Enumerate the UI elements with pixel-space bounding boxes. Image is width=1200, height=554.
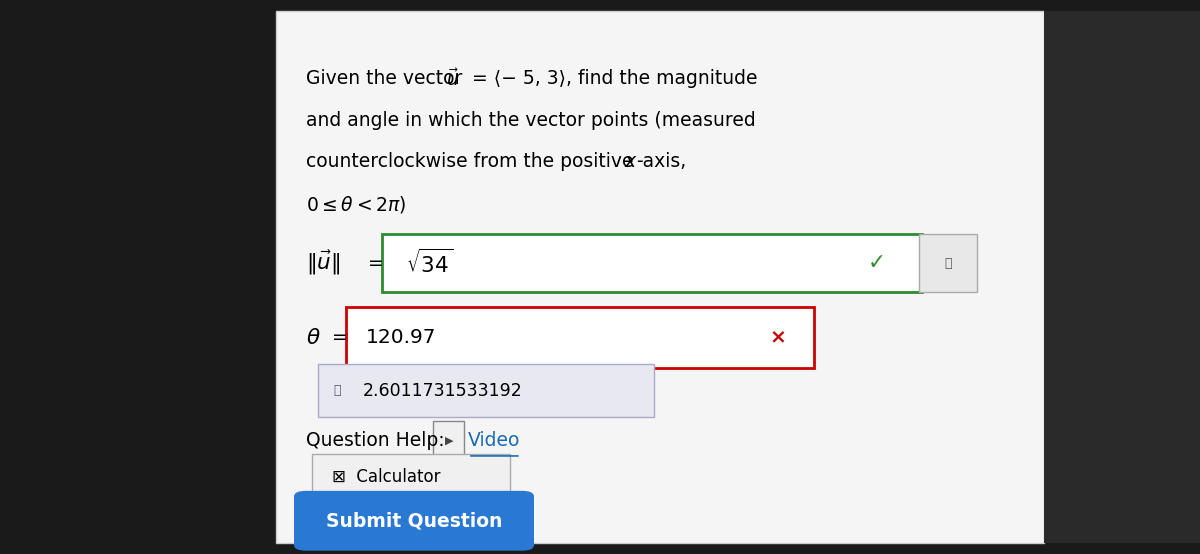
Text: Question Help:: Question Help: [306,431,445,450]
Text: ×: × [769,329,786,347]
FancyBboxPatch shape [1044,11,1200,543]
FancyBboxPatch shape [382,234,922,292]
Text: Video: Video [468,431,521,450]
Text: ▶: ▶ [444,435,454,445]
Text: ✓: ✓ [868,253,886,273]
FancyBboxPatch shape [276,11,1044,543]
Text: Given the vector: Given the vector [306,69,468,88]
Text: $\sqrt{34}$: $\sqrt{34}$ [406,249,452,278]
Text: 🔑: 🔑 [944,257,952,270]
Text: $\vec{u}$: $\vec{u}$ [446,69,460,90]
FancyBboxPatch shape [312,454,510,499]
FancyBboxPatch shape [346,307,814,368]
Text: $\theta$: $\theta$ [306,328,320,348]
Text: and angle in which the vector points (measured: and angle in which the vector points (me… [306,111,756,130]
Text: counterclockwise from the positive: counterclockwise from the positive [306,152,640,171]
Text: $0 \leq \theta < 2\pi$): $0 \leq \theta < 2\pi$) [306,194,407,215]
Text: 2.6011731533192: 2.6011731533192 [362,382,522,399]
FancyBboxPatch shape [919,234,977,292]
Text: = ⟨− 5, 3⟩, find the magnitude: = ⟨− 5, 3⟩, find the magnitude [466,69,757,88]
Text: 120.97: 120.97 [366,329,437,347]
Text: Submit Question: Submit Question [326,511,502,530]
Text: =: = [332,329,348,347]
Text: ⊠  Calculator: ⊠ Calculator [332,468,440,485]
Text: =: = [368,254,384,273]
Text: 🔑: 🔑 [334,384,341,397]
Text: x: x [624,152,635,171]
FancyBboxPatch shape [433,421,464,460]
FancyBboxPatch shape [318,365,654,417]
Text: -axis,: -axis, [636,152,686,171]
FancyBboxPatch shape [294,491,534,551]
Text: $\|\vec{u}\|$: $\|\vec{u}\|$ [306,249,341,277]
